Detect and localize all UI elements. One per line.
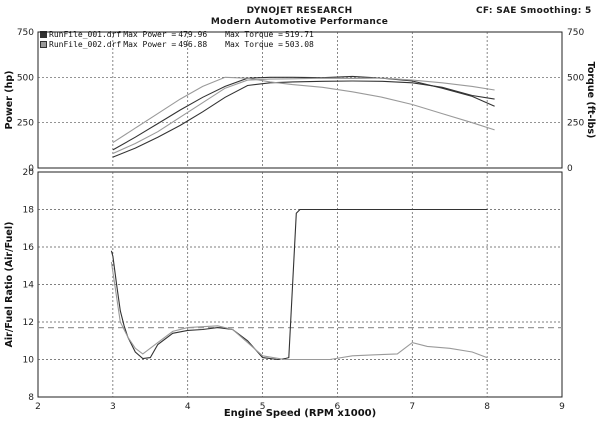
torque-axis-label: Torque (ft-lbs) (585, 62, 596, 139)
header-company: DYNOJET RESEARCH (246, 6, 353, 16)
afr-axis-label: Air/Fuel Ratio (Air/Fuel) (4, 222, 15, 348)
afr-x-tick-label: 2 (35, 402, 41, 412)
torque-right-tick-label: 250 (567, 119, 584, 129)
afr-y-tick-label: 12 (23, 318, 34, 328)
power-series-line-1 (112, 80, 495, 158)
legend-max-torque-label-2: Max Torque = (225, 40, 283, 49)
legend-file-2: RunFile_002.drf (49, 40, 122, 49)
afr-x-tick-label: 9 (559, 402, 565, 412)
afr-y-tick-label: 10 (23, 356, 35, 366)
power-series-line-2 (112, 75, 495, 151)
legend-swatch-2 (40, 41, 47, 48)
legend-max-power-label-1: Max Power = (123, 30, 177, 39)
power-left-tick-label: 500 (17, 73, 34, 83)
legend-max-power-1: 479.96 (178, 30, 208, 39)
afr-x-tick-label: 3 (110, 402, 116, 412)
power-left-tick-label: 250 (17, 119, 34, 129)
power-axis-label: Power (hp) (4, 71, 15, 130)
legend-entry-1: RunFile_001.drf Max Power = 479.96 Max T… (40, 30, 314, 39)
legend-max-torque-2: 503.08 (284, 40, 314, 49)
legend-max-torque-1: 519.71 (284, 30, 314, 39)
afr-x-tick-label: 6 (335, 402, 341, 412)
power-panel-frame (37, 31, 563, 169)
torque-right-tick-label: 500 (567, 73, 584, 83)
legend-max-power-label-2: Max Power = (123, 40, 177, 49)
afr-x-tick-label: 5 (260, 402, 266, 412)
header-subtitle: Modern Automotive Performance (210, 17, 389, 27)
power-series-line-4 (112, 76, 495, 144)
legend-max-torque-label-1: Max Torque = (225, 30, 283, 39)
afr-y-tick-label: 8 (28, 393, 34, 403)
afr-series-line-1 (110, 208, 488, 361)
afr-x-tick-label: 8 (484, 402, 490, 412)
header-settings: CF: SAE Smoothing: 5 (476, 6, 592, 16)
power-left-tick-label: 750 (17, 28, 34, 38)
afr-y-tick-label: 18 (23, 206, 35, 216)
legend-max-power-2: 496.88 (178, 40, 208, 49)
legend-file-1: RunFile_001.drf (49, 30, 122, 39)
power-series-line-3 (112, 77, 495, 155)
afr-y-tick-label: 20 (23, 168, 35, 178)
afr-x-tick-label: 4 (185, 402, 191, 412)
afr-x-tick-label: 7 (409, 402, 415, 412)
afr-series-line-2 (110, 261, 488, 361)
torque-right-tick-label: 0 (567, 164, 573, 174)
power-left-tick-label: 0 (28, 164, 34, 174)
x-axis-label: Engine Speed (RPM x1000) (224, 408, 376, 419)
torque-right-tick-label: 750 (567, 28, 584, 38)
afr-y-tick-label: 14 (23, 281, 35, 291)
legend-entry-2: RunFile_002.drf Max Power = 496.88 Max T… (40, 40, 314, 49)
afr-y-tick-label: 16 (23, 243, 35, 253)
